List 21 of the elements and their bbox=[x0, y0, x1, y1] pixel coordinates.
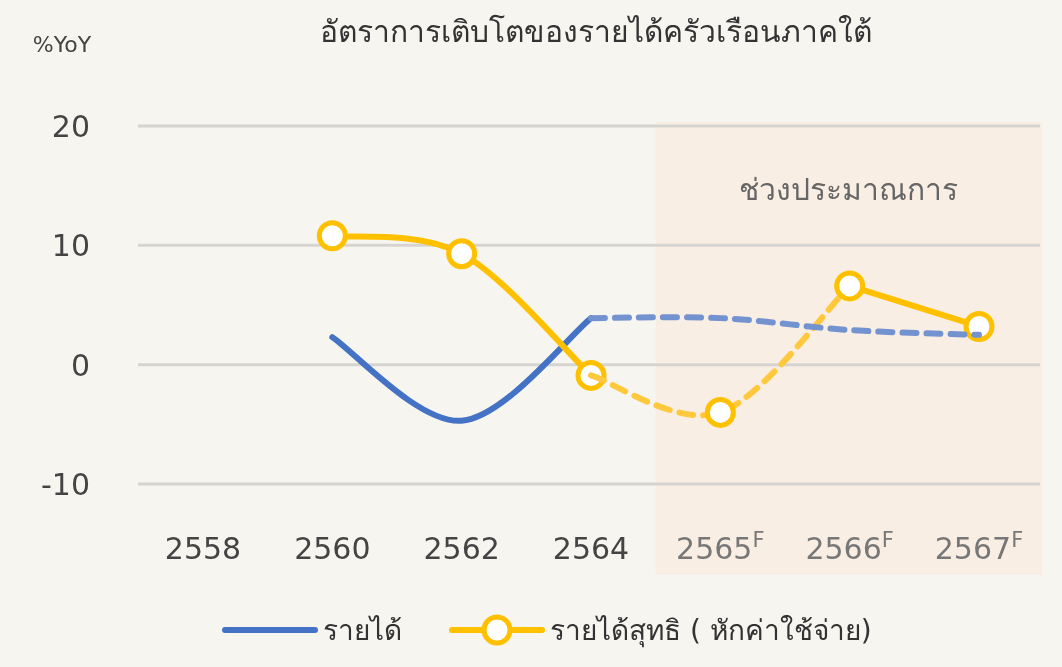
legend-label: รายได้ bbox=[323, 614, 402, 647]
x-tick-label: 2558 bbox=[164, 531, 242, 566]
point bbox=[316, 220, 348, 252]
x-tick-label: 2560 bbox=[294, 531, 371, 566]
legend-item: รายได้ bbox=[222, 614, 402, 647]
point bbox=[834, 270, 866, 302]
y-tick-label: 10 bbox=[51, 228, 90, 264]
y-tick-label: -10 bbox=[41, 467, 90, 502]
x-tick-label: 2564 bbox=[552, 531, 630, 566]
y-axis-title: %YoY bbox=[32, 32, 92, 57]
x-tick-label: 2567$^{F}$ bbox=[934, 528, 1024, 566]
legend-label: รายได้สุทธิ ( หักค่าใช้จ่าย) bbox=[550, 614, 872, 648]
point bbox=[446, 238, 478, 270]
legend-item: รายได้สุทธิ ( หักค่าใช้จ่าย) bbox=[449, 614, 872, 647]
y-tick-label: 0 bbox=[70, 347, 90, 383]
x-tick-label: 2562 bbox=[423, 531, 500, 566]
chart-title: อัตราการเติบโตของรายได้ครัวเรือนภาคใต้ bbox=[320, 14, 872, 49]
y-tick-label: 20 bbox=[51, 109, 90, 144]
band-label: ช่วงประมาณการ bbox=[739, 172, 959, 207]
x-tick-label: 2566$^{F}$ bbox=[805, 528, 894, 566]
x-tick-label: 2565$^{F}$ bbox=[676, 528, 765, 566]
